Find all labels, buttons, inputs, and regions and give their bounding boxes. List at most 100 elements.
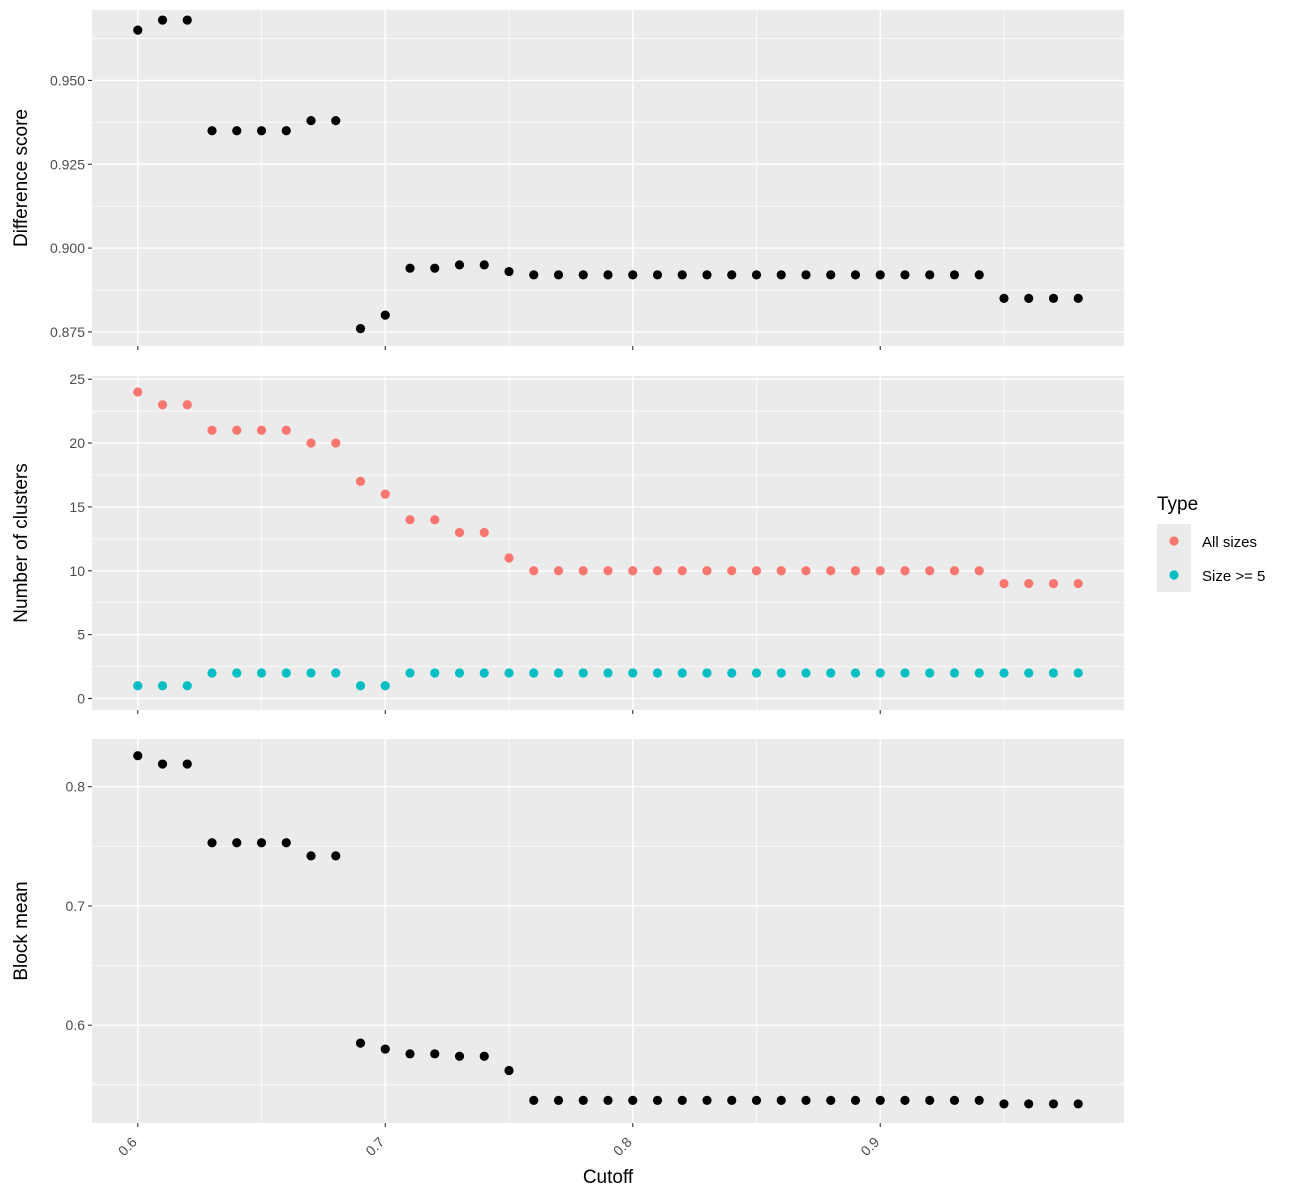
data-point [677, 668, 687, 678]
legend-key-all-sizes [1169, 536, 1179, 546]
data-point [256, 126, 267, 136]
data-point [801, 566, 811, 576]
data-point [652, 270, 663, 280]
data-point [380, 681, 390, 691]
data-point [157, 15, 168, 25]
y-tick-label: 20 [69, 435, 85, 451]
data-point [1048, 293, 1059, 303]
data-point [628, 566, 638, 576]
data-point [430, 668, 440, 678]
data-point [900, 566, 910, 576]
data-point [751, 668, 762, 678]
data-point [900, 1095, 910, 1105]
data-point [133, 681, 143, 691]
data-point [974, 668, 984, 678]
data-point [727, 1095, 737, 1105]
x-tick-label: 0.8 [610, 1134, 635, 1159]
data-point [256, 425, 267, 435]
data-point [504, 668, 514, 678]
data-point [776, 270, 786, 280]
data-point [454, 260, 465, 270]
data-point [256, 668, 267, 678]
data-point [826, 668, 836, 678]
data-point [875, 566, 885, 576]
data-point [603, 668, 613, 678]
y-axis-title: Number of clusters [11, 463, 32, 622]
data-point [702, 270, 712, 280]
y-axis-title: Difference score [11, 109, 32, 247]
y-tick-label: 10 [69, 563, 85, 579]
series-values-0 [133, 751, 1083, 1109]
data-point [380, 1044, 390, 1054]
data-point [529, 270, 539, 280]
data-point [504, 266, 514, 277]
x-tick-label: 0.9 [857, 1134, 882, 1159]
data-point [801, 270, 811, 280]
data-point [875, 270, 885, 280]
data-point [380, 489, 390, 499]
data-point [182, 400, 192, 410]
data-point [702, 566, 712, 576]
data-point [925, 566, 935, 576]
data-point [727, 270, 737, 280]
data-point [355, 476, 366, 486]
legend-label-all-sizes: All sizes [1202, 534, 1257, 551]
data-point [974, 1095, 984, 1105]
data-point [875, 1095, 885, 1105]
data-point [553, 1095, 564, 1105]
data-point [232, 668, 242, 678]
data-point [628, 270, 638, 280]
data-point [133, 387, 143, 397]
series-all-sizes [133, 387, 1083, 589]
data-point [974, 270, 984, 280]
data-point [578, 668, 588, 678]
data-point [553, 566, 564, 576]
y-tick-label: 15 [69, 499, 85, 515]
data-point [949, 668, 960, 678]
data-point [133, 25, 143, 35]
data-point [355, 681, 366, 691]
panel-background [92, 10, 1124, 346]
data-point [207, 425, 217, 435]
data-point [182, 681, 192, 691]
data-point [355, 323, 366, 334]
data-point [702, 1095, 712, 1105]
data-point [306, 668, 316, 678]
data-point [603, 1095, 613, 1105]
data-point [578, 566, 588, 576]
data-point [850, 270, 861, 280]
data-point [454, 668, 465, 678]
legend-label-size-5: Size >= 5 [1202, 568, 1265, 585]
y-tick-label: 0 [77, 691, 85, 707]
data-point [157, 400, 168, 410]
data-point [603, 566, 613, 576]
data-point [727, 566, 737, 576]
data-point [529, 1095, 539, 1105]
data-point [182, 15, 192, 25]
data-point [974, 566, 984, 576]
data-point [207, 668, 217, 678]
data-point [900, 270, 910, 280]
data-point [430, 1049, 440, 1059]
data-point [727, 668, 737, 678]
data-point [331, 668, 341, 678]
data-point [1048, 578, 1059, 589]
data-point [504, 553, 514, 563]
data-point [875, 668, 885, 678]
data-point [553, 668, 564, 678]
data-point [652, 566, 663, 576]
y-tick-label: 0.950 [50, 72, 85, 88]
data-point [479, 527, 489, 538]
data-point [454, 1051, 465, 1061]
data-point [578, 1095, 588, 1105]
series-size-5 [133, 668, 1083, 691]
data-point [776, 1095, 786, 1105]
data-point [1024, 293, 1034, 303]
data-point [281, 668, 291, 678]
x-tick-label: 0.7 [362, 1134, 387, 1159]
data-point [1024, 1099, 1034, 1109]
data-point [850, 668, 861, 678]
panel-bottom: 0.6 0.7 0.8 Block mean [11, 739, 1124, 1127]
data-point [306, 851, 316, 861]
